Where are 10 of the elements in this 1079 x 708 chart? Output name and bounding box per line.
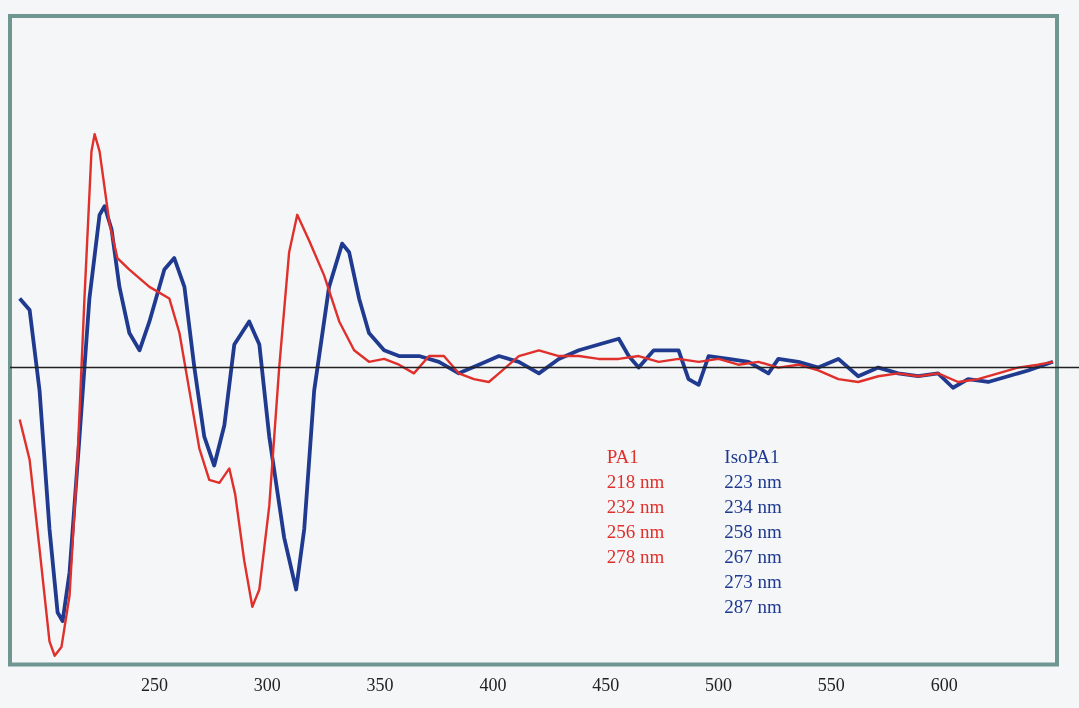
- x-tick-label: 350: [366, 674, 394, 695]
- x-tick-label: 300: [253, 674, 281, 695]
- text: PA1 218 nm 232 nm 256 nm 278 nm: [606, 445, 665, 570]
- text: IsoPA1 223 nm 234 nm 258 nm 267 nm 273 nm 287 nm: [724, 445, 782, 620]
- x-tick-label: 600: [930, 674, 958, 695]
- x-tick-label: 550: [817, 674, 845, 695]
- x-tick-label: 400: [479, 674, 507, 695]
- x-tick-label: 450: [592, 674, 620, 695]
- x-tick-label: 250: [140, 674, 168, 695]
- x-tick-label: 500: [705, 674, 733, 695]
